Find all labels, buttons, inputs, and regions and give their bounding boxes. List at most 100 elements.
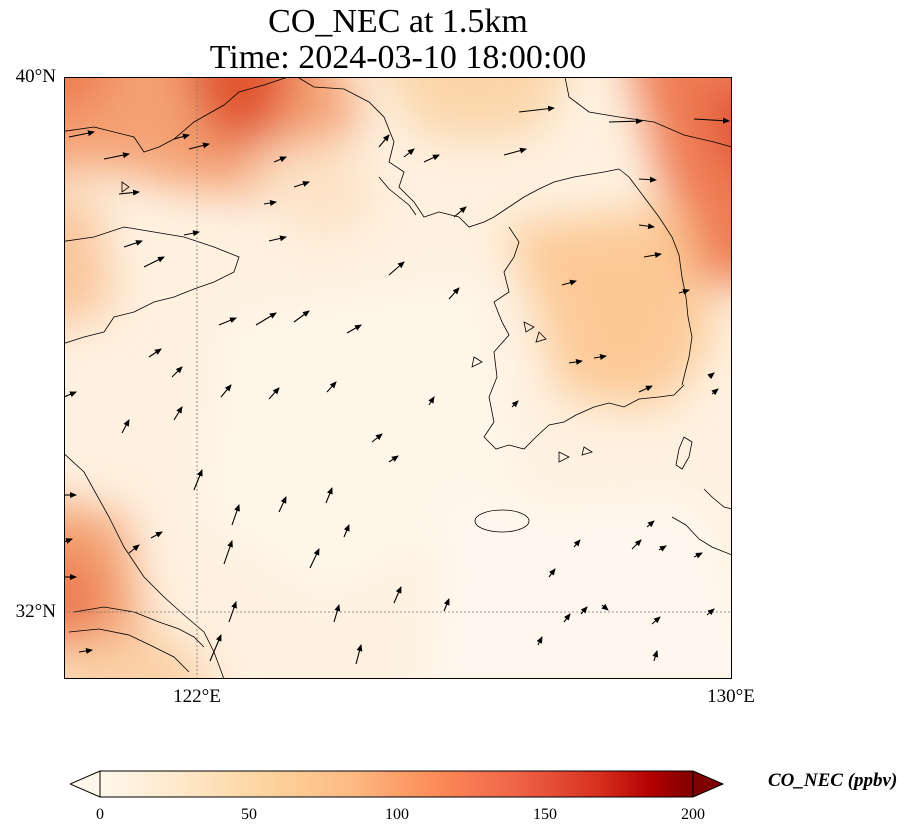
wind-arrow: [188, 142, 210, 150]
wind-arrow: [121, 419, 130, 434]
wind-arrow: [601, 603, 609, 611]
gridlines: [64, 77, 732, 679]
colorbar-gradient: [99, 770, 694, 798]
wind-arrow: [209, 634, 222, 662]
wind-arrow: [223, 540, 233, 565]
wind-arrow: [646, 520, 655, 528]
wind-arrow: [148, 348, 162, 358]
lon-label-130e: 130°E: [707, 686, 755, 707]
colorbar-tick-0: 0: [96, 806, 104, 823]
lat-label-40n: 40°N: [15, 66, 56, 87]
wind-arrow: [631, 539, 642, 550]
coastline-yangtze: [73, 606, 205, 648]
wind-arrow: [651, 616, 661, 625]
wind-arrow: [693, 552, 703, 559]
colorbar-tick-150: 150: [533, 806, 557, 823]
wind-arrow: [638, 385, 653, 393]
wind-arrow: [593, 354, 607, 360]
coastline-china-east: [64, 453, 225, 679]
wind-arrow: [118, 189, 140, 196]
wind-arrow: [68, 130, 95, 138]
wind-arrow: [423, 154, 440, 163]
wind-arrow: [503, 147, 527, 156]
map-title-line2: Time: 2024-03-10 18:00:00: [209, 39, 587, 76]
japan-coast: [703, 488, 732, 510]
map-frame: [64, 77, 732, 679]
wind-arrow: [388, 261, 405, 276]
wind-arrow: [78, 647, 93, 654]
wind-arrow: [608, 118, 643, 125]
wind-arrow: [183, 230, 200, 237]
wind-arrow: [64, 538, 73, 544]
wind-arrow: [228, 601, 237, 623]
coastlines: [64, 77, 732, 679]
wind-arrow: [273, 156, 287, 163]
wind-arrow: [643, 252, 662, 258]
wind-arrow: [333, 604, 341, 623]
wind-arrow: [561, 279, 577, 286]
wind-arrow: [693, 117, 730, 124]
wind-arrow: [678, 288, 690, 295]
colorbar-tick-200: 200: [681, 806, 705, 823]
japan-kyushu: [671, 516, 732, 556]
wind-arrow: [706, 608, 715, 616]
wind-arrow: [309, 548, 320, 569]
colorbar-max-extend: [692, 770, 725, 798]
lat-label-32n: 32°N: [15, 601, 56, 622]
wind-arrow: [263, 200, 277, 206]
wind-arrow: [393, 586, 402, 604]
wind-arrow: [448, 287, 460, 300]
wind-arrow: [218, 317, 237, 326]
wind-arrow: [255, 312, 277, 326]
wind-arrow: [403, 148, 415, 158]
wind-arrow: [652, 650, 659, 662]
wind-arrow: [580, 606, 588, 615]
wind-arrow: [711, 388, 719, 396]
wind-arrow: [568, 358, 583, 365]
wind-arrow: [388, 455, 399, 463]
bohai-coast: [378, 176, 417, 216]
wind-arrow: [428, 396, 435, 406]
wind-arrow: [707, 372, 715, 380]
wind-arrow: [536, 636, 543, 646]
bay-islands: [121, 181, 593, 463]
wind-arrow: [563, 613, 571, 623]
coastline-yangtze-south: [68, 628, 190, 673]
wind-arrow: [355, 644, 363, 665]
wind-arrow: [278, 496, 287, 513]
coastline-shandong-north: [64, 226, 240, 344]
map-title-line1: CO_NEC at 1.5km: [268, 3, 528, 40]
colorbar-label: CO_NEC (ppbv): [768, 770, 898, 791]
wind-arrow: [548, 568, 556, 578]
wind-arrow: [325, 487, 333, 504]
wind-arrow: [268, 387, 280, 400]
lon-label-122e: 122°E: [173, 686, 221, 707]
wind-arrow: [378, 134, 390, 148]
map-plot: [64, 77, 732, 679]
wind-arrow: [638, 176, 657, 183]
colorbar-min-extend: [70, 770, 101, 798]
wind-arrow: [171, 366, 183, 378]
wind-vectors: [64, 105, 730, 665]
wind-arrow: [326, 381, 337, 393]
wind-arrow: [573, 539, 581, 548]
wind-arrow: [518, 105, 555, 113]
wind-arrow: [220, 384, 232, 398]
tsushima: [675, 436, 693, 470]
wind-arrow: [443, 598, 450, 612]
wind-arrow: [371, 433, 383, 443]
wind-arrow: [293, 181, 310, 188]
wind-arrow: [346, 324, 362, 334]
wind-arrow: [658, 545, 667, 552]
wind-arrow: [143, 256, 165, 268]
colorbar-tick-100: 100: [385, 806, 409, 823]
wind-arrow: [128, 544, 140, 554]
wind-arrow: [293, 310, 310, 323]
wind-arrow: [231, 504, 240, 526]
wind-arrow: [343, 524, 350, 538]
wind-arrow: [123, 240, 143, 248]
wind-arrow: [511, 400, 519, 408]
wind-arrow: [173, 406, 183, 421]
wind-arrow: [64, 391, 77, 398]
jeju-island: [474, 509, 530, 533]
